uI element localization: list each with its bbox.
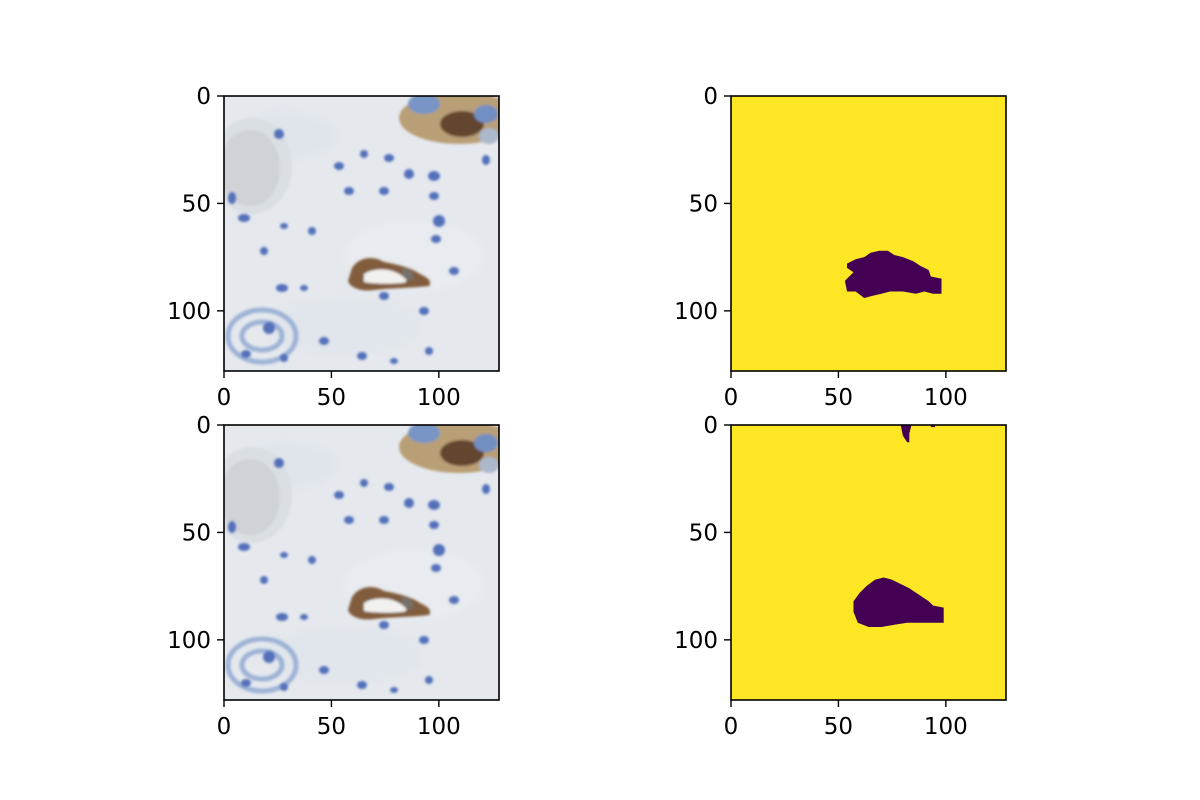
mask-region	[853, 577, 944, 627]
axes-frame	[223, 424, 500, 701]
histology-image	[212, 92, 519, 371]
x-tick-label: 50	[824, 714, 853, 740]
mask-background	[731, 425, 1006, 700]
y-tick-label: 0	[196, 413, 211, 439]
axes-ticks: 0 50 100 0 50 100	[167, 413, 461, 740]
subplot-bottom-left: 0 50 100 0 50 100	[167, 413, 519, 740]
subplot-top-left: 0 50 100 0 50 100	[167, 84, 519, 411]
y-tick-label: 50	[689, 520, 718, 546]
axes-frame	[730, 424, 1007, 701]
mask-regions	[844, 250, 942, 298]
subplot-bottom-right: 0 50 100 0 50 100	[674, 413, 1007, 740]
x-tick-label: 0	[724, 385, 739, 411]
axes-ticks: 0 50 100 0 50 100	[674, 84, 968, 411]
y-tick-label: 50	[182, 520, 211, 546]
y-tick-label: 100	[167, 628, 211, 654]
x-tick-label: 100	[417, 385, 461, 411]
x-tick-label: 50	[317, 714, 346, 740]
y-tick-label: 100	[674, 628, 718, 654]
y-tick-label: 0	[196, 84, 211, 110]
subplot-top-right: 0 50 100 0 50 100	[674, 84, 1007, 411]
y-tick-label: 100	[674, 299, 718, 325]
x-tick-label: 0	[217, 714, 232, 740]
axes-ticks: 0 50 100 0 50 100	[674, 413, 968, 740]
x-tick-label: 50	[824, 385, 853, 411]
x-tick-label: 100	[924, 714, 968, 740]
mask-background	[731, 96, 1006, 371]
x-tick-label: 0	[724, 714, 739, 740]
x-tick-label: 100	[417, 714, 461, 740]
y-tick-label: 0	[703, 84, 718, 110]
y-tick-label: 100	[167, 299, 211, 325]
y-tick-label: 50	[689, 191, 718, 217]
x-tick-label: 50	[317, 385, 346, 411]
mask-region	[844, 250, 942, 298]
x-tick-label: 0	[217, 385, 232, 411]
x-tick-label: 100	[924, 385, 968, 411]
mask-region	[900, 425, 912, 443]
axes-frame	[730, 95, 1007, 372]
histology-image	[212, 421, 519, 700]
axes-ticks: 0 50 100 0 50 100	[167, 84, 461, 411]
axes-frame	[223, 95, 500, 372]
y-tick-label: 50	[182, 191, 211, 217]
y-tick-label: 0	[703, 413, 718, 439]
